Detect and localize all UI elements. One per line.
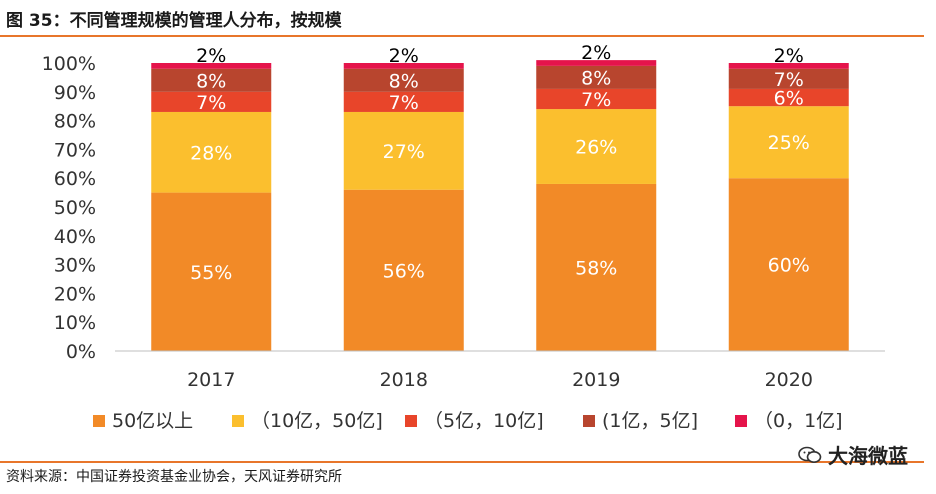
data-label: 2%: [389, 45, 419, 67]
data-label: 7%: [196, 92, 226, 114]
y-tick-label: 30%: [54, 255, 96, 277]
y-tick-label: 40%: [54, 226, 96, 248]
bar-segment: [728, 68, 849, 89]
footer-divider: [0, 461, 924, 463]
bar-segment: [728, 88, 849, 107]
bar-segment: [343, 111, 464, 190]
y-tick-label: 60%: [54, 168, 96, 190]
data-label: 2%: [196, 45, 226, 67]
bar-segment: [151, 68, 272, 92]
y-tick-label: 90%: [54, 82, 96, 104]
data-label: 6%: [774, 88, 804, 110]
legend-label: （5亿，10亿]: [424, 410, 544, 432]
x-tick-label: 2020: [765, 369, 813, 391]
bar-segment: [343, 63, 464, 69]
data-label: 28%: [190, 142, 232, 164]
data-label: 2%: [581, 42, 611, 64]
bar-segment: [343, 68, 464, 92]
source-note: 资料来源：中国证券投资基金业协会，天风证券研究所: [6, 469, 342, 485]
bar-segment: [536, 60, 657, 66]
legend-swatch: [583, 415, 595, 427]
title-divider: [0, 35, 924, 37]
data-label: 8%: [389, 70, 419, 92]
data-label: 55%: [190, 262, 232, 284]
legend-label: （0，1亿]: [754, 410, 843, 432]
data-label: 27%: [383, 141, 425, 163]
bar-segment: [728, 178, 849, 351]
bar-segment: [536, 183, 657, 351]
y-tick-label: 10%: [54, 312, 96, 334]
y-tick-label: 50%: [54, 197, 96, 219]
bar-segment: [343, 189, 464, 351]
y-tick-label: 100%: [42, 53, 96, 75]
legend-label: （10亿，50亿]: [251, 410, 383, 432]
legend-label: 50亿以上: [112, 410, 193, 432]
data-label: 8%: [196, 70, 226, 92]
data-label: 58%: [575, 257, 617, 279]
x-tick-label: 2017: [187, 369, 235, 391]
bar-segment: [728, 106, 849, 179]
legend-swatch: [405, 415, 417, 427]
x-tick-label: 2018: [380, 369, 428, 391]
bar-segment: [151, 192, 272, 351]
watermark: 大海微蓝: [798, 440, 908, 469]
bar-segment: [536, 65, 657, 89]
bar-segment: [151, 91, 272, 112]
bar-segment: [151, 111, 272, 193]
data-label: 26%: [575, 137, 617, 159]
data-label: 25%: [768, 132, 810, 154]
data-label: 8%: [581, 67, 611, 89]
legend-label: (1亿，5亿]: [602, 410, 698, 432]
data-label: 56%: [383, 260, 425, 282]
stacked-bar-chart: 0% 10% 20% 30% 40% 50% 60% 70% 80% 90% 100% 55% 28% 7…: [42, 42, 885, 432]
legend-swatch: [93, 415, 105, 427]
bar-segment: [728, 63, 849, 69]
bar-segment: [343, 91, 464, 112]
y-tick-label: 70%: [54, 139, 96, 161]
legend-swatch: [232, 415, 244, 427]
data-label: 7%: [581, 89, 611, 111]
legend-swatch: [735, 415, 747, 427]
wechat-icon: [798, 446, 822, 463]
y-tick-label: 20%: [54, 283, 96, 305]
watermark-text: 大海微蓝: [828, 444, 908, 468]
bar-segment: [151, 63, 272, 69]
figure-title: 图 35：不同管理规模的管理人分布，按规模: [6, 11, 342, 31]
data-label: 7%: [774, 69, 804, 91]
y-tick-label: 80%: [54, 111, 96, 133]
data-label: 60%: [768, 255, 810, 277]
y-tick-label: 0%: [66, 341, 96, 363]
bar-segment: [536, 109, 657, 184]
data-label: 2%: [774, 45, 804, 67]
x-tick-label: 2019: [572, 369, 620, 391]
bar-segment: [536, 88, 657, 110]
data-label: 7%: [389, 92, 419, 114]
